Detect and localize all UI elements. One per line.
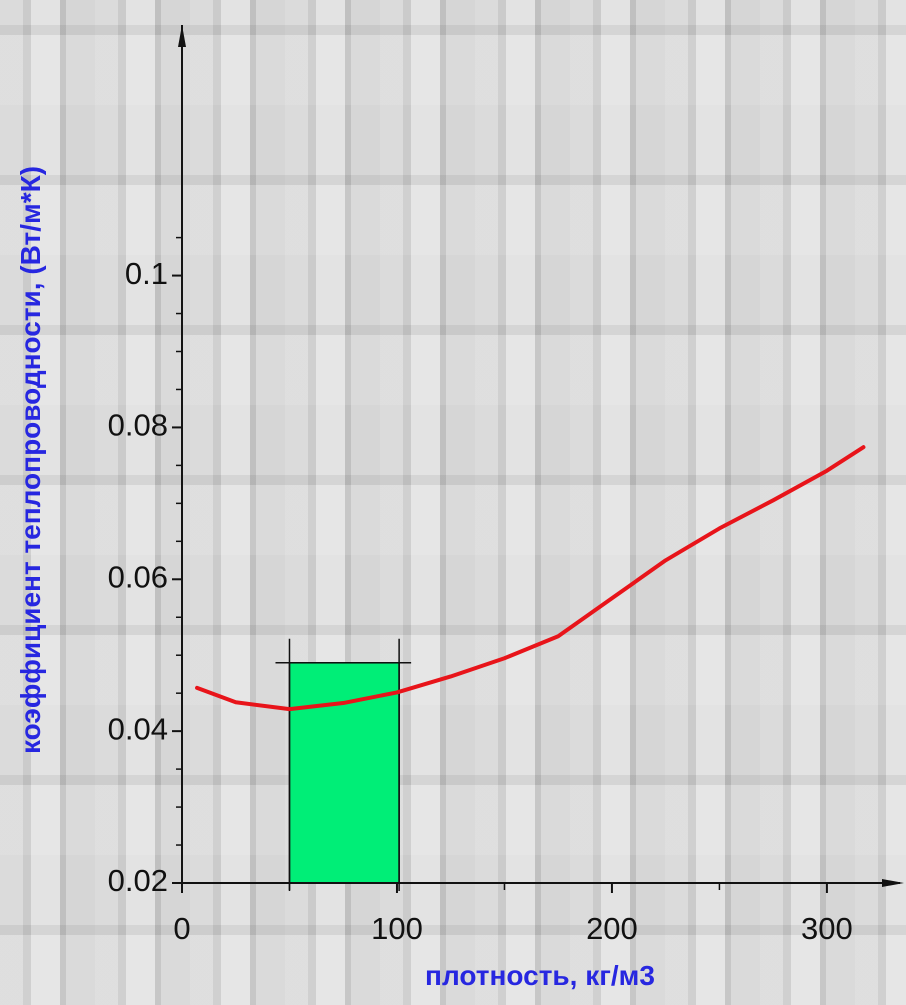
y-arrow xyxy=(178,25,186,47)
y-tick-label: 0.08 xyxy=(108,408,168,443)
y-tick-label: 0.1 xyxy=(125,256,168,291)
x-arrow xyxy=(882,879,904,887)
y-axis-label: коэффициент теплопроводности, (Вт/м*К) xyxy=(15,166,46,754)
y-tick-label: 0.04 xyxy=(108,711,168,746)
y-tick-label: 0.02 xyxy=(108,863,168,898)
x-axis-label: плотность, кг/м3 xyxy=(425,960,655,991)
data-line xyxy=(195,445,866,712)
x-tick-label: 100 xyxy=(371,911,423,946)
x-tick-label: 200 xyxy=(586,911,638,946)
y-tick-label: 0.06 xyxy=(108,559,168,594)
x-tick-label: 300 xyxy=(801,911,853,946)
x-tick-label: 0 xyxy=(173,911,190,946)
highlight-range xyxy=(288,662,400,884)
